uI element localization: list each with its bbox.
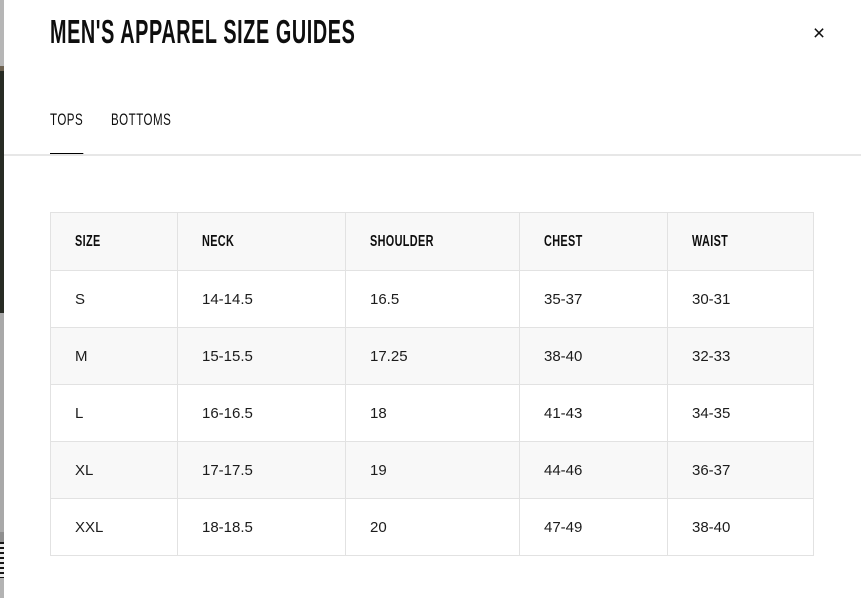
background-page-edge-segment	[0, 0, 4, 66]
shoulder-cell: 16.5	[345, 270, 520, 328]
neck-cell: 14-14.5	[177, 270, 346, 328]
background-page-edge	[0, 0, 4, 598]
column-header-chest: CHEST	[519, 212, 668, 271]
close-button[interactable]: ×	[802, 19, 836, 49]
table-row-m: M 15-15.5 17.25 38-40 32-33	[50, 327, 814, 385]
size-guide-modal: MEN'S APPAREL SIZE GUIDES × TOPS BOTTOMS…	[4, 0, 861, 598]
chest-cell: 47-49	[519, 498, 668, 556]
chest-cell: 35-37	[519, 270, 668, 328]
size-cell: XXL	[50, 498, 178, 556]
size-cell: S	[50, 270, 178, 328]
tab-tops[interactable]: TOPS	[50, 110, 84, 156]
size-cell: L	[50, 384, 178, 442]
neck-cell: 17-17.5	[177, 441, 346, 499]
chest-cell: 44-46	[519, 441, 668, 499]
column-header-label: CHEST	[544, 232, 583, 250]
column-header-label: SHOULDER	[370, 232, 434, 250]
size-guide-table: SIZE NECK SHOULDER CHEST WAIST S 14-14.5…	[50, 212, 814, 556]
column-header-label: WAIST	[692, 232, 729, 250]
column-header-label: SIZE	[75, 232, 101, 250]
waist-cell: 32-33	[667, 327, 814, 385]
background-page-edge-segment	[0, 66, 4, 71]
shoulder-cell: 17.25	[345, 327, 520, 385]
size-cell: M	[50, 327, 178, 385]
neck-cell: 18-18.5	[177, 498, 346, 556]
column-header-neck: NECK	[177, 212, 346, 271]
neck-cell: 15-15.5	[177, 327, 346, 385]
column-header-shoulder: SHOULDER	[345, 212, 520, 271]
table-row-l: L 16-16.5 18 41-43 34-35	[50, 384, 814, 442]
waist-cell: 36-37	[667, 441, 814, 499]
waist-cell: 38-40	[667, 498, 814, 556]
modal-title: MEN'S APPAREL SIZE GUIDES	[50, 13, 356, 50]
waist-cell: 34-35	[667, 384, 814, 442]
background-page-edge-segment	[0, 71, 4, 313]
tab-bottoms[interactable]: BOTTOMS	[110, 110, 172, 129]
column-header-size: SIZE	[50, 212, 178, 271]
background-page-edge-segment	[0, 313, 4, 532]
close-icon: ×	[812, 22, 826, 45]
size-cell: XL	[50, 441, 178, 499]
column-header-label: NECK	[202, 232, 235, 250]
neck-cell: 16-16.5	[177, 384, 346, 442]
table-header-row: SIZE NECK SHOULDER CHEST WAIST	[50, 212, 814, 271]
chest-cell: 41-43	[519, 384, 668, 442]
table-row-xxl: XXL 18-18.5 20 47-49 38-40	[50, 498, 814, 556]
background-page-edge-segment	[0, 542, 4, 578]
shoulder-cell: 19	[345, 441, 520, 499]
shoulder-cell: 20	[345, 498, 520, 556]
chest-cell: 38-40	[519, 327, 668, 385]
background-page-edge-segment	[0, 532, 4, 542]
table-row-s: S 14-14.5 16.5 35-37 30-31	[50, 270, 814, 328]
waist-cell: 30-31	[667, 270, 814, 328]
shoulder-cell: 18	[345, 384, 520, 442]
background-page-edge-segment	[0, 578, 4, 598]
table-row-xl: XL 17-17.5 19 44-46 36-37	[50, 441, 814, 499]
tab-bar: TOPS BOTTOMS	[50, 110, 211, 156]
column-header-waist: WAIST	[667, 212, 814, 271]
header-divider	[4, 154, 861, 156]
